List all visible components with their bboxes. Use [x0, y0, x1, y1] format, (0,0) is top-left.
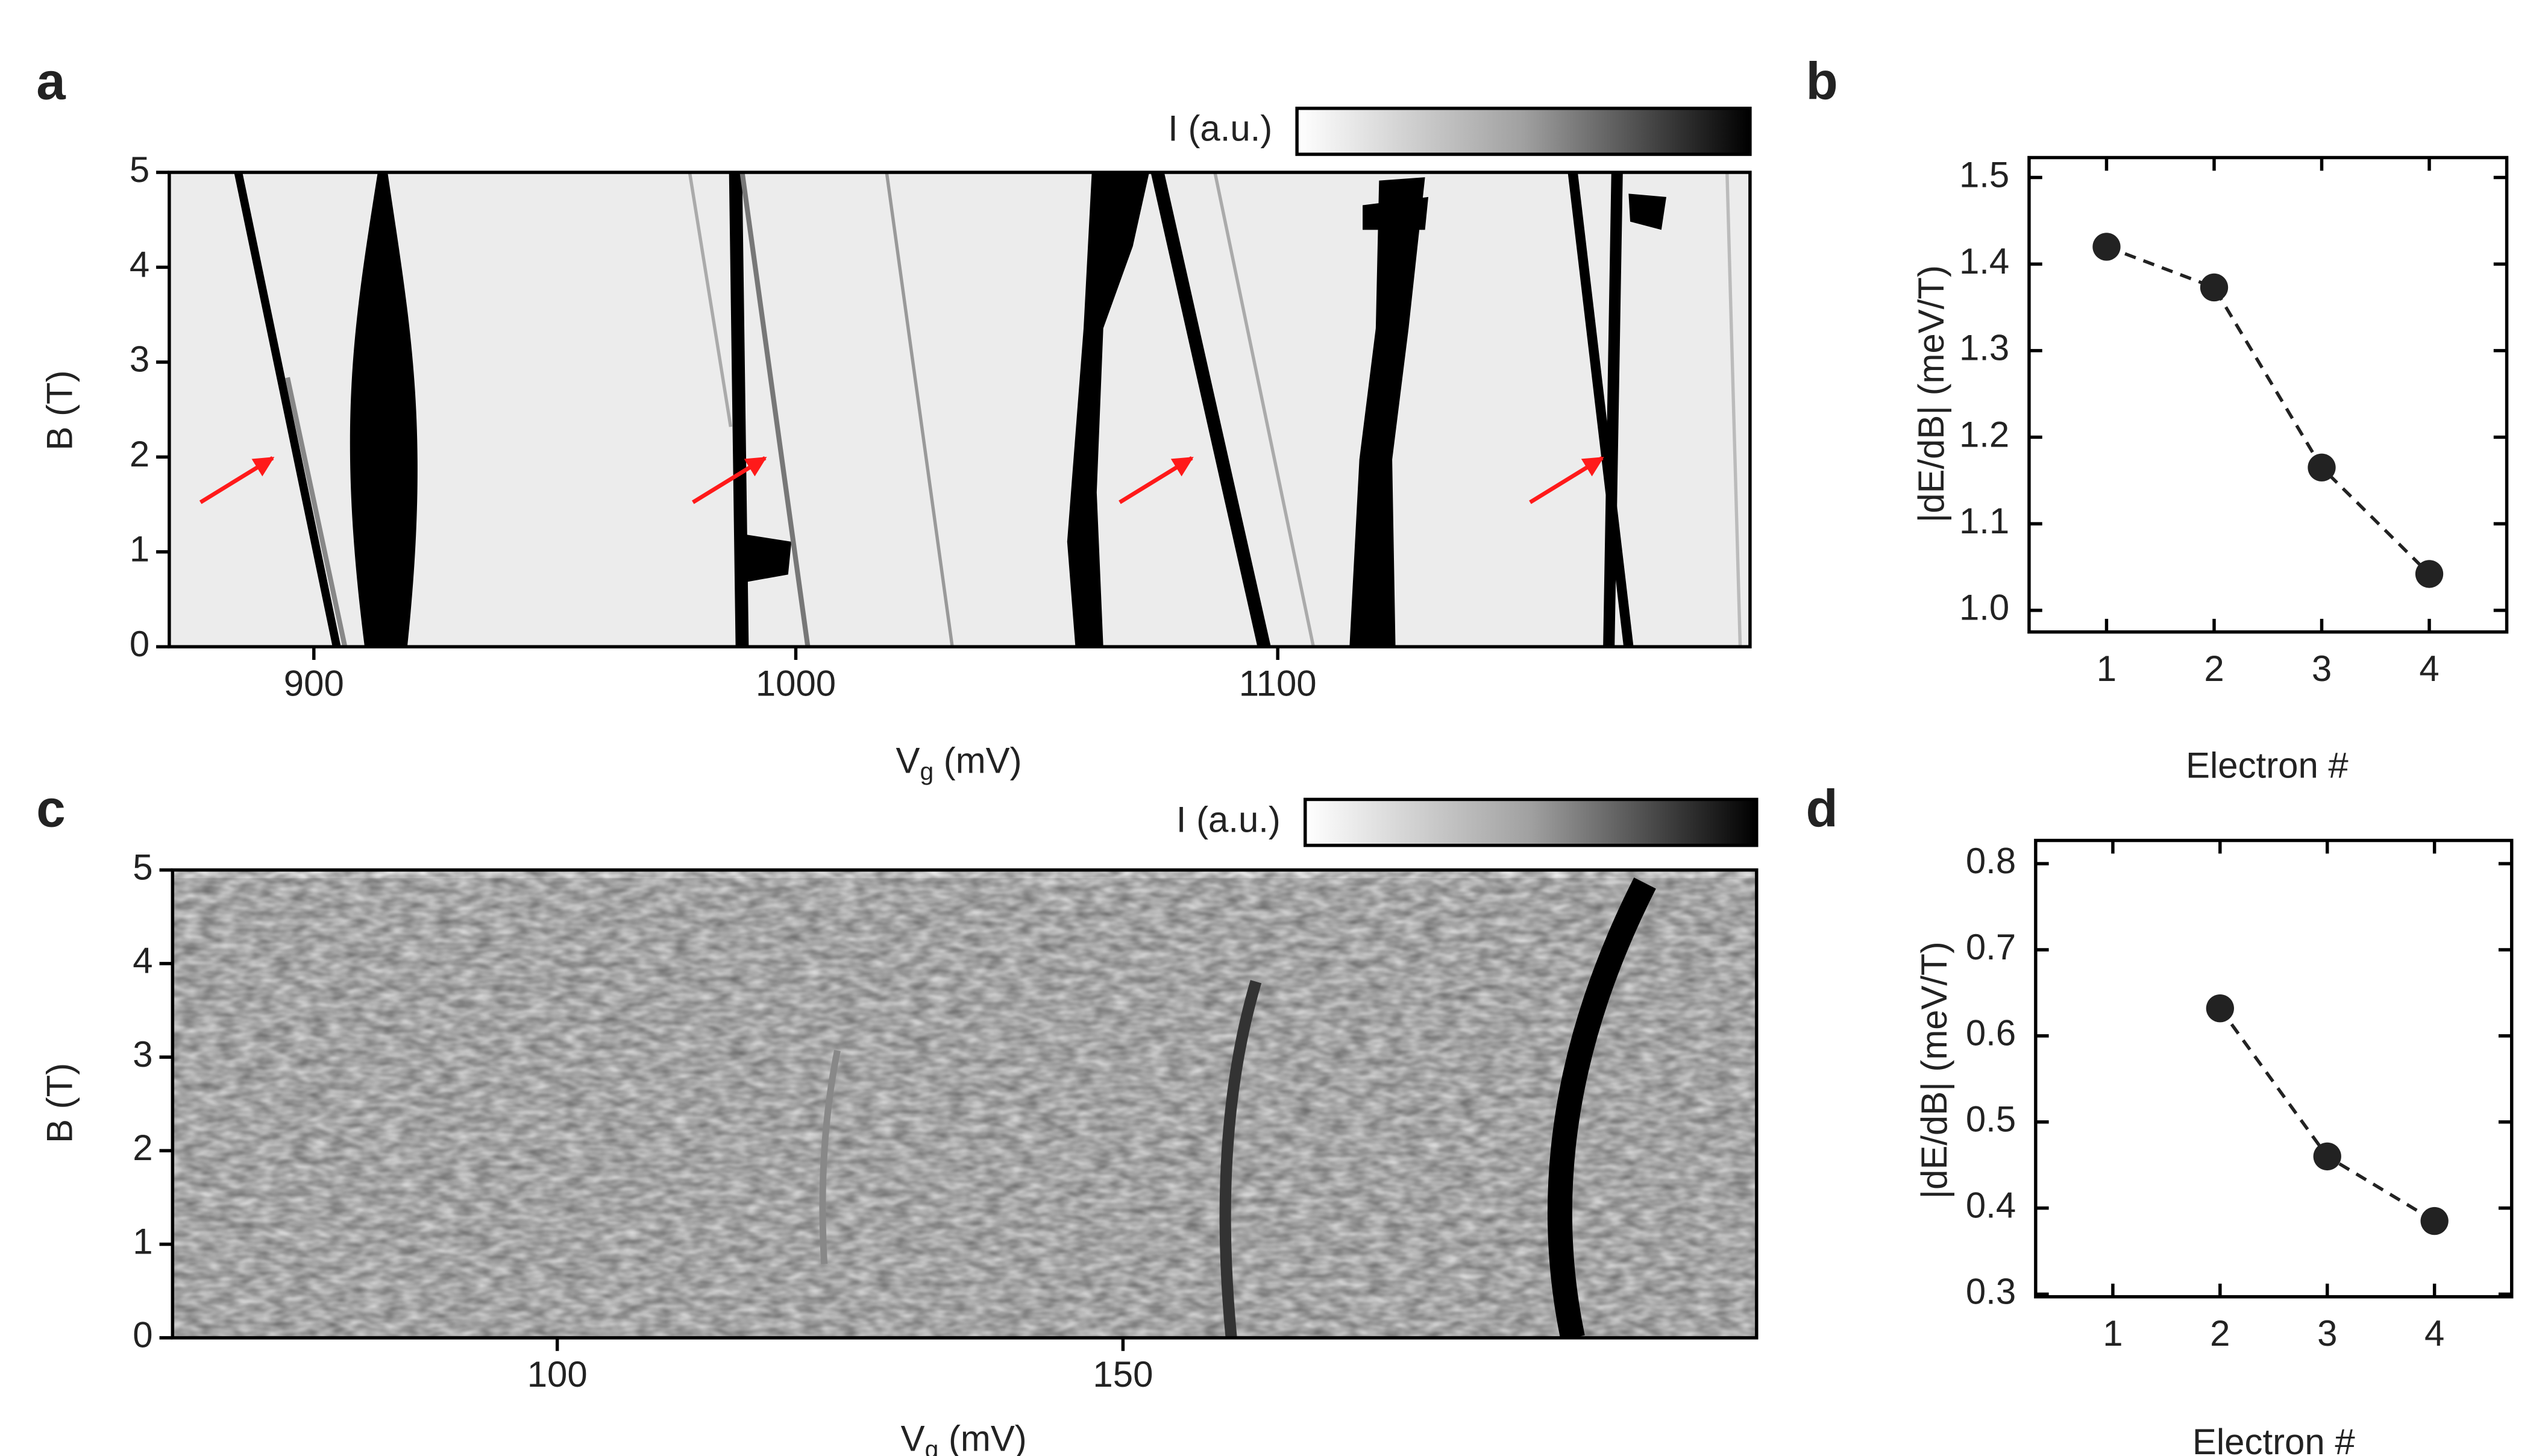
data-point	[2200, 273, 2229, 302]
x-axis-label-part: g	[920, 758, 934, 785]
x-tick-label: 3	[2317, 1313, 2337, 1354]
y-tick-label: 0.8	[1966, 841, 2016, 881]
x-tick-label: 2	[2204, 648, 2224, 689]
trend-line	[2106, 245, 2430, 576]
data-point	[2092, 233, 2121, 261]
y-tick-label: 0.3	[1966, 1271, 2016, 1311]
y-tick-label: 0	[130, 624, 149, 664]
x-tick-label: 900	[284, 663, 344, 703]
x-axis-label: Electron #	[2186, 745, 2349, 786]
y-tick-label: 1	[133, 1221, 152, 1261]
data-point	[2313, 1142, 2341, 1171]
panel-letter: b	[1806, 52, 1838, 111]
y-tick-label: 3	[133, 1034, 152, 1075]
x-tick-label: 1	[2097, 648, 2117, 689]
arrows	[199, 456, 1604, 504]
y-tick-label: 1.0	[1959, 588, 2009, 628]
y-tick-label: 0.7	[1966, 927, 2016, 967]
y-tick-label: 5	[130, 149, 149, 190]
y-tick-label: 2	[133, 1128, 152, 1168]
colorbar	[1304, 797, 1759, 847]
y-tick-label: 1.3	[1959, 328, 2009, 368]
data-point	[2415, 560, 2444, 588]
colorbar-label: I (a.u.)	[1168, 108, 1272, 149]
y-tick-label: 0.4	[1966, 1185, 2016, 1225]
x-axis-label-part: (mV)	[938, 1418, 1026, 1456]
y-tick-label: 0.6	[1966, 1013, 2016, 1053]
y-tick-label: 5	[133, 847, 152, 887]
x-tick-label: 2	[2210, 1313, 2230, 1354]
data-point	[2206, 994, 2234, 1023]
y-tick-label: 1.1	[1959, 501, 2009, 541]
heatmap-image	[169, 172, 1750, 647]
colorbar-label: I (a.u.)	[1176, 799, 1281, 839]
data-point	[2420, 1207, 2449, 1235]
x-tick-label: 3	[2312, 648, 2332, 689]
x-tick-label: 1	[2103, 1313, 2123, 1354]
y-axis-label: B (T)	[40, 370, 80, 450]
y-tick-label: 3	[130, 339, 149, 380]
axes-frame	[2034, 838, 2514, 1299]
y-axis-label: |dE/dB| (meV/T)	[1914, 941, 1954, 1199]
x-tick-label: 1100	[1239, 663, 1317, 703]
panel-letter: d	[1806, 779, 1838, 838]
x-tick-label: 1000	[756, 663, 836, 703]
axes-frame	[171, 868, 1759, 1340]
panel-letter: c	[36, 779, 65, 838]
y-tick-label: 1.5	[1959, 154, 2009, 195]
y-tick-label: 4	[133, 941, 152, 981]
data-point	[2308, 453, 2336, 482]
x-axis-label-part: V	[896, 740, 920, 780]
axes-frame	[2027, 155, 2509, 634]
x-axis-label: Vg (mV)	[896, 740, 1021, 785]
x-axis-label-part: V	[901, 1418, 925, 1456]
y-tick-label: 2	[130, 434, 149, 474]
y-tick-label: 4	[130, 244, 149, 284]
x-axis-label: Vg (mV)	[901, 1418, 1027, 1456]
axes-frame	[168, 171, 1752, 648]
x-axis-label-part: g	[925, 1436, 939, 1456]
x-tick-label: 150	[1093, 1354, 1153, 1395]
y-tick-label: 1.2	[1959, 414, 2009, 454]
x-axis-label-part: (mV)	[934, 740, 1021, 780]
colorbar	[1295, 107, 1752, 156]
x-tick-label: 100	[527, 1354, 588, 1395]
y-tick-label: 0	[133, 1315, 152, 1355]
y-tick-label: 1	[130, 529, 149, 570]
x-axis-label: Electron #	[2192, 1422, 2355, 1456]
x-tick-label: 4	[2424, 1313, 2444, 1354]
heatmap-image	[172, 870, 1757, 1338]
y-tick-label: 1.4	[1959, 241, 2009, 281]
y-axis-label: B (T)	[40, 1063, 80, 1143]
trend-line	[2218, 1007, 2436, 1223]
x-tick-label: 4	[2419, 648, 2439, 689]
y-tick-label: 0.5	[1966, 1099, 2016, 1140]
panel-letter: a	[36, 52, 66, 111]
y-axis-label: |dE/dB| (meV/T)	[1911, 265, 1951, 522]
